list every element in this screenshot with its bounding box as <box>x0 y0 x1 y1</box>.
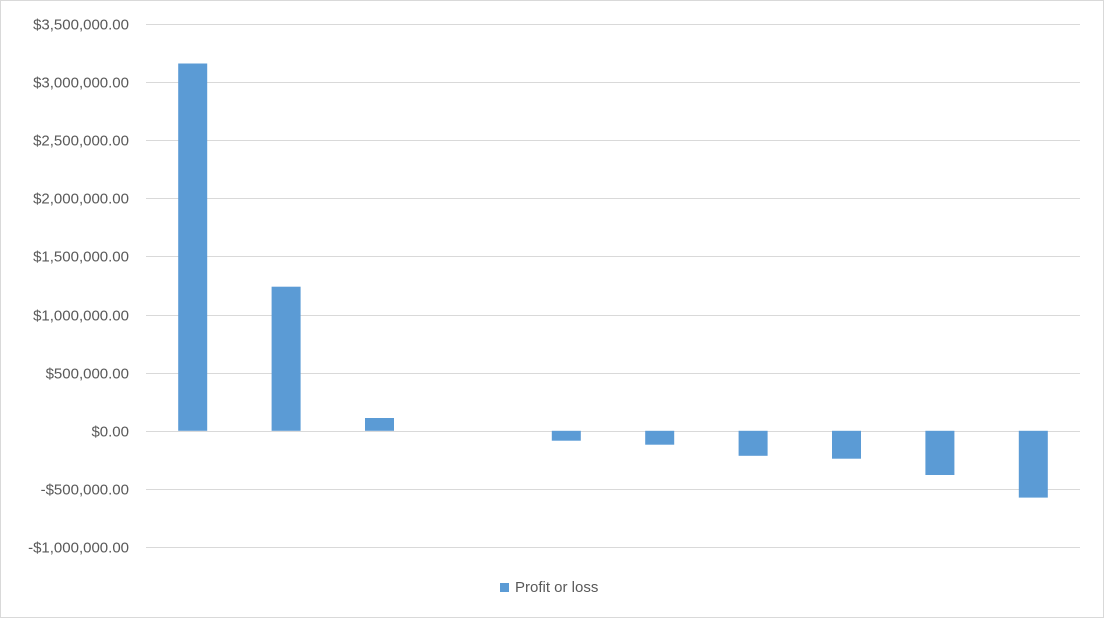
bar <box>925 430 955 475</box>
bar-series <box>178 63 1048 498</box>
bar <box>1018 430 1048 498</box>
y-tick-label: $3,500,000.00 <box>33 17 129 34</box>
y-tick-label: $0.00 <box>91 424 129 441</box>
bar <box>832 430 861 459</box>
y-tick-label: $500,000.00 <box>46 366 129 383</box>
y-tick-label: -$1,000,000.00 <box>28 540 129 557</box>
y-tick-label: -$500,000.00 <box>41 482 129 499</box>
y-axis-labels: -$1,000,000.00 -$500,000.00 $0.00 $500,000.… <box>28 17 129 557</box>
bar <box>271 286 301 431</box>
legend-label: Profit or loss <box>515 578 599 596</box>
bar <box>551 430 581 441</box>
y-tick-label: $1,500,000.00 <box>33 249 129 266</box>
bar <box>178 63 208 431</box>
y-tick-label: $2,000,000.00 <box>33 191 129 208</box>
legend-swatch <box>500 582 509 592</box>
legend: Profit or loss <box>500 577 598 597</box>
y-tick-label: $2,500,000.00 <box>33 133 129 150</box>
bar <box>645 430 675 445</box>
bar <box>738 430 768 456</box>
y-tick-label: $3,000,000.00 <box>33 75 129 92</box>
bar <box>365 418 394 431</box>
gridlines <box>146 24 1080 548</box>
y-tick-label: $1,000,000.00 <box>33 308 129 325</box>
